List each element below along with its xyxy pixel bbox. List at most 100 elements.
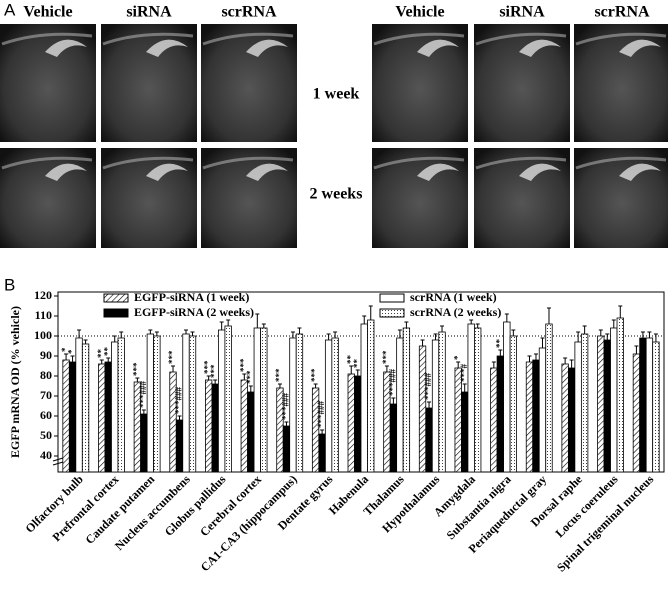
error-bar — [219, 321, 224, 330]
hippocampus — [146, 39, 188, 57]
hippocampus — [146, 163, 188, 181]
significance: *** — [167, 350, 177, 364]
legend-swatch — [379, 293, 405, 303]
bar — [354, 375, 362, 473]
bar — [146, 333, 155, 473]
error-bar — [605, 333, 610, 340]
error-bar — [391, 397, 396, 404]
bar — [490, 367, 498, 473]
column-label: scrRNA — [594, 4, 650, 21]
error-bar — [498, 349, 503, 356]
column-label: Vehicle — [395, 4, 444, 21]
row-label: 2 weeks — [310, 186, 363, 203]
error-bar — [420, 339, 425, 346]
axis-break — [52, 457, 64, 466]
error-bar — [433, 333, 438, 340]
y-tick-label: 120 — [34, 288, 52, 302]
bar — [652, 341, 660, 473]
bar — [574, 341, 582, 473]
significance: *** — [381, 350, 391, 364]
error-bar — [70, 355, 75, 362]
bar — [218, 329, 226, 473]
error-bar — [462, 383, 467, 392]
bar — [545, 323, 553, 473]
cortex-edge — [1, 32, 93, 46]
panel-a: A Vehicle siRNA scrRNA Vehicle siRNA scrRNA 1 w… — [0, 0, 668, 248]
significance: ** — [96, 349, 106, 359]
cortex-edge — [475, 156, 567, 170]
error-bar — [647, 331, 652, 338]
bar — [98, 363, 106, 473]
bar — [603, 339, 611, 473]
bar — [525, 361, 534, 473]
legend-label: EGFP-siRNA (2 weeks) — [134, 305, 254, 319]
error-bar — [511, 329, 516, 336]
bar — [253, 327, 261, 473]
bar — [454, 367, 462, 473]
error-bar — [148, 329, 153, 334]
error-bar — [77, 329, 82, 338]
legend-label: EGFP-siRNA (1 week) — [134, 290, 249, 304]
row-label: 1 week — [313, 86, 360, 103]
panel-b: B EGFP mRNA OD (% vehicle) 40 50 60 70 80 90 100… — [4, 275, 665, 574]
error-bar — [533, 353, 538, 360]
y-tick-label: 110 — [35, 308, 52, 322]
bar — [645, 337, 654, 473]
hippocampus — [246, 39, 288, 57]
y-tick-label: 80 — [40, 368, 52, 382]
bar — [389, 403, 398, 473]
error-bar — [135, 377, 140, 382]
hippocampus — [45, 163, 87, 181]
bar — [438, 331, 446, 473]
significance: *** — [274, 368, 284, 382]
hippocampus — [519, 163, 561, 181]
column-label: Vehicle — [23, 4, 72, 21]
bar — [75, 337, 83, 473]
y-tick-label: 90 — [40, 348, 52, 362]
error-bar — [598, 329, 603, 336]
cortex-edge — [575, 32, 667, 46]
bar — [211, 383, 219, 473]
bar — [182, 333, 190, 473]
bar — [111, 341, 119, 473]
hippocampus — [45, 39, 87, 57]
significance: * — [452, 355, 462, 360]
error-bar — [368, 305, 373, 320]
cortex-edge — [373, 32, 465, 46]
bar — [68, 361, 77, 473]
significance: ** — [102, 347, 112, 357]
bar — [247, 391, 255, 473]
panel-label: B — [4, 275, 15, 294]
error-bar — [349, 365, 354, 374]
bar — [597, 335, 605, 473]
error-bar — [491, 361, 496, 368]
significance: ***### — [174, 387, 184, 415]
bar — [367, 319, 375, 473]
significance: *** — [238, 358, 248, 372]
legend-swatch — [103, 293, 129, 303]
column-label: scrRNA — [221, 4, 277, 21]
legend-swatch — [379, 308, 405, 318]
y-tick-label: 40 — [40, 448, 52, 462]
error-bar — [171, 365, 176, 372]
bar — [402, 327, 411, 473]
bar — [318, 433, 326, 473]
bar — [188, 335, 197, 473]
error-bar — [611, 319, 616, 328]
significance: ***### — [423, 373, 433, 401]
bar — [289, 337, 297, 473]
cortex-edge — [202, 156, 294, 170]
error-bar — [261, 323, 266, 328]
significance: ***# — [459, 364, 469, 383]
bar — [461, 391, 469, 473]
bar — [532, 359, 540, 473]
error-bar — [112, 335, 117, 342]
bar — [240, 379, 248, 473]
bar — [496, 355, 504, 473]
bar — [62, 359, 70, 473]
legend-label: scrRNA (1 week) — [410, 290, 497, 304]
column-label: siRNA — [499, 4, 545, 21]
error-bar — [384, 365, 389, 372]
hippocampus — [246, 163, 288, 181]
